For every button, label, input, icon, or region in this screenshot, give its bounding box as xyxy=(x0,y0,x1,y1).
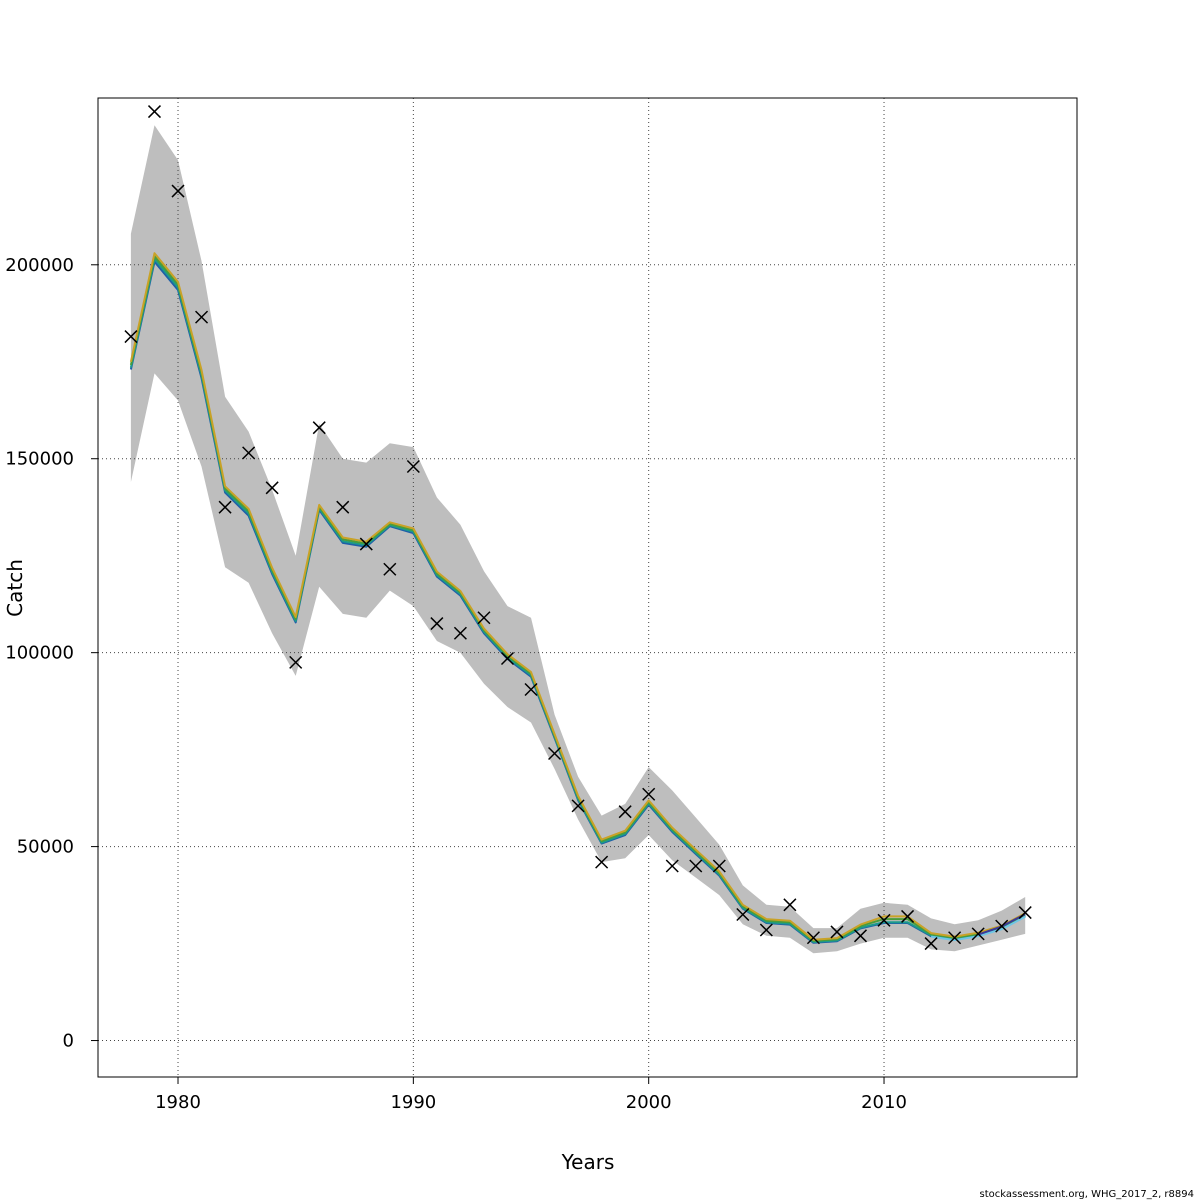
observed-marker-1979 xyxy=(147,105,162,119)
observed-marker-1991 xyxy=(430,617,444,631)
observed-marker-1990 xyxy=(406,459,420,474)
x-tick-label-1990: 1990 xyxy=(390,1092,436,1113)
observed-marker-2008 xyxy=(830,925,844,939)
observed-marker-1989 xyxy=(383,562,397,576)
observed-marker-2015 xyxy=(995,919,1009,933)
observed-marker-1995 xyxy=(524,682,538,697)
observed-marker-2004 xyxy=(736,907,750,922)
y-tick-label-200000: 200000 xyxy=(5,255,74,276)
y-axis-ticks: 0 50000 100000 150000 200000 xyxy=(5,255,98,1052)
observed-marker-2005 xyxy=(759,923,773,937)
x-axis-title: Years xyxy=(561,1150,615,1174)
observed-marker-1982 xyxy=(218,500,232,514)
x-tick-label-1980: 1980 xyxy=(155,1092,201,1113)
observed-marker-1985 xyxy=(289,655,303,669)
series-line-5 xyxy=(930,915,1026,942)
observed-markers-layer xyxy=(124,105,1032,951)
observed-marker-2002 xyxy=(689,859,703,873)
confidence-band-layer xyxy=(130,125,1026,954)
credit-text: stockassessment.org, WHG_2017_2, r8894 xyxy=(980,1189,1194,1200)
series-line-4 xyxy=(129,252,1026,941)
observed-marker-2014 xyxy=(971,927,985,941)
x-tick-label-2000: 2000 xyxy=(626,1092,672,1113)
observed-marker-1986 xyxy=(312,421,326,435)
observed-marker-2003 xyxy=(712,859,726,873)
observed-marker-2006 xyxy=(783,898,797,912)
observed-marker-1983 xyxy=(242,446,256,460)
observed-marker-1981 xyxy=(195,310,209,324)
observed-marker-2012 xyxy=(924,937,938,951)
observed-marker-2013 xyxy=(948,931,962,945)
confidence-band xyxy=(130,125,1026,954)
y-tick-label-0: 0 xyxy=(63,1031,74,1052)
observed-marker-1996 xyxy=(548,746,562,761)
y-tick-label-100000: 100000 xyxy=(5,643,74,664)
observed-marker-2000 xyxy=(642,787,656,801)
observed-marker-1998 xyxy=(595,855,609,869)
observed-marker-2009 xyxy=(853,929,868,943)
plot-frame xyxy=(97,97,1078,1078)
observed-marker-2010 xyxy=(877,913,891,927)
x-axis-ticks: 1980 1990 2000 2010 xyxy=(155,1077,907,1113)
observed-marker-1997 xyxy=(571,799,585,813)
observed-marker-1984 xyxy=(265,481,279,495)
observed-marker-1988 xyxy=(359,537,373,551)
x-tick-label-2010: 2010 xyxy=(861,1092,907,1113)
y-tick-label-50000: 50000 xyxy=(17,837,74,858)
observed-marker-2011 xyxy=(901,909,915,923)
observed-marker-1994 xyxy=(500,651,515,666)
observed-marker-1978 xyxy=(124,330,138,344)
y-tick-label-150000: 150000 xyxy=(5,449,74,470)
observed-marker-1992 xyxy=(453,626,467,640)
observed-marker-2007 xyxy=(806,931,820,945)
observed-marker-2001 xyxy=(665,859,679,873)
observed-marker-1993 xyxy=(477,611,491,625)
observed-marker-1980 xyxy=(171,184,185,198)
series-layer xyxy=(129,252,1026,944)
y-axis-title: Catch xyxy=(3,559,27,617)
observed-marker-1987 xyxy=(336,500,350,514)
observed-marker-1999 xyxy=(618,805,632,819)
observed-marker-2016 xyxy=(1018,906,1032,920)
